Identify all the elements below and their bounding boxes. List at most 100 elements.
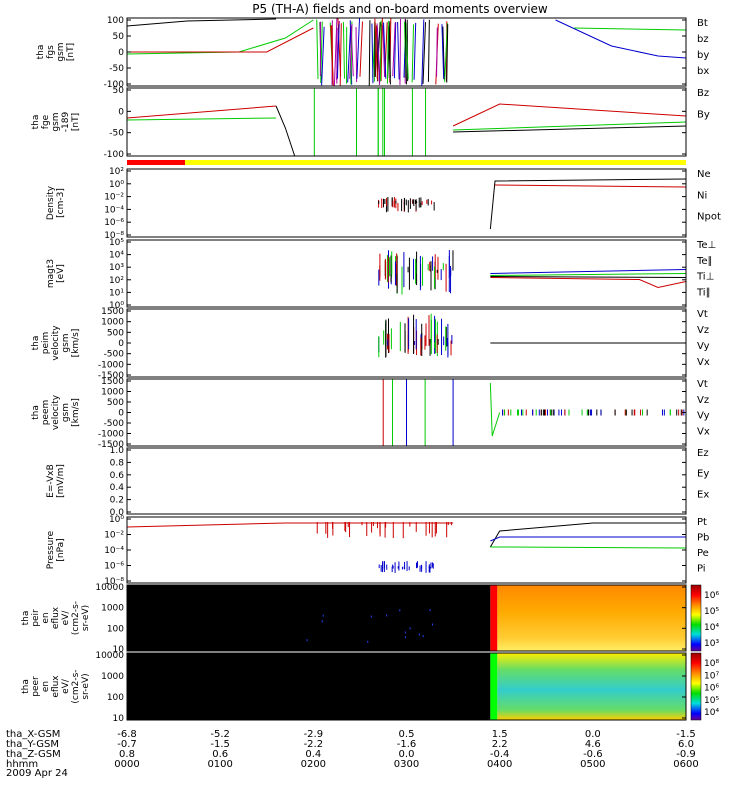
y-axis-label: (cm2-s- <box>71 669 81 703</box>
y-tick-label: 1000 <box>101 604 124 614</box>
y-tick-label: 10⁻² <box>104 193 124 203</box>
panel-frame <box>126 168 687 238</box>
y-tick-label: -100 <box>104 80 125 90</box>
y-tick-label: 10³ <box>109 263 124 273</box>
x-axis-value: 0600 <box>673 759 698 770</box>
y-axis-label: eV/ <box>61 678 71 694</box>
colorbar-tick-label: 10⁵ <box>704 607 719 617</box>
y-tick-label: 1000 <box>101 672 124 682</box>
trace-burst <box>422 22 426 84</box>
y-tick-label: 10000 <box>95 583 124 593</box>
panel-background <box>127 88 686 156</box>
trace-ti-perp <box>490 269 687 274</box>
colorbar-tick-label: 10⁵ <box>704 696 719 706</box>
x-axis-value: -6.8 <box>117 729 137 740</box>
trace-burst <box>321 26 325 86</box>
colorbar <box>690 584 702 652</box>
legend-entry: Ez <box>697 448 709 459</box>
colorbar <box>690 652 702 721</box>
y-axis-label: -189 <box>61 112 71 133</box>
spectrogram-ion-dot <box>431 623 433 626</box>
trace-ne <box>495 184 687 188</box>
x-axis-value: -0.9 <box>676 749 696 760</box>
legend-entry: Npot <box>697 212 721 223</box>
y-tick-label: 0 <box>118 409 124 419</box>
trace-burst <box>339 23 342 86</box>
trace-burst <box>413 22 417 80</box>
trace-bx <box>555 19 687 59</box>
y-axis-label: E=-VxB <box>46 464 56 498</box>
panel-background <box>127 448 686 514</box>
y-axis-label: eV/ <box>61 610 71 626</box>
x-axis-value: 0.6 <box>212 749 228 760</box>
trace-burst <box>404 19 407 85</box>
colorbar-tick-label: 10⁷ <box>704 671 719 681</box>
trace-pe <box>490 546 687 549</box>
y-tick-label: 10⁻⁶ <box>104 218 124 228</box>
legend-entry: Te∥ <box>696 256 713 267</box>
x-axis-value: 4.6 <box>585 739 601 750</box>
y-tick-label: 10⁵ <box>109 238 124 248</box>
y-tick-label: 100 <box>107 16 124 26</box>
trace-burst <box>316 19 319 80</box>
trace-burst <box>336 24 340 79</box>
trace-burst <box>359 21 363 77</box>
trace-burst <box>349 23 353 79</box>
panel-background <box>127 517 686 583</box>
y-tick-label: 100 <box>107 624 124 634</box>
x-axis-value: 0000 <box>114 759 139 770</box>
trace-burst <box>393 22 397 79</box>
x-axis-row-label: hhmm <box>6 759 38 770</box>
panel-density: 10² 10⁰ 10⁻² 10⁻⁴ 10⁻⁶ 10⁻⁸ Density [cm-3] Ne Ni N… <box>46 167 721 241</box>
y-tick-label: 0 <box>118 48 124 58</box>
spectrogram-ion-dot <box>321 620 323 623</box>
panel-frame <box>126 652 687 721</box>
trace-burst <box>442 26 445 80</box>
y-tick-label: 10¹ <box>109 288 124 298</box>
legend-entry: bz <box>697 34 709 45</box>
y-axis-label: tha <box>31 336 41 351</box>
panel-peir: 10⁶ 10⁵ 10⁴ 10³ 10000 1000 100 10 tha peir en eflux… <box>21 583 719 655</box>
y-tick-label: 0.0 <box>110 508 125 518</box>
y-tick-label: 10⁰ <box>109 180 124 190</box>
x-axis-row-label: tha_Y-GSM <box>6 739 59 750</box>
x-axis-labels: tha_X-GSM -6.8 -5.2 -2.9 0.5 1.5 0.0 -1.5 tha_Y-… <box>6 729 699 770</box>
trace-by-late <box>453 121 687 131</box>
x-axis-value: -1.5 <box>210 739 230 750</box>
y-axis-label: [nT] <box>71 113 81 131</box>
spectrogram-ion-dot <box>306 639 308 642</box>
y-tick-label: -1000 <box>98 360 124 370</box>
y-tick-label: 10⁻⁶ <box>104 562 124 572</box>
y-axis-label: gsm <box>51 112 61 131</box>
y-axis-label: Pressure <box>46 530 56 569</box>
legend-entry: Ne <box>697 169 711 180</box>
trace-burst <box>347 27 352 83</box>
y-axis-label: magt3 <box>46 259 56 288</box>
trace-ti-par <box>490 273 687 276</box>
legend-entry: Vy <box>697 411 710 422</box>
y-axis-label: peim <box>41 332 51 355</box>
spectrogram-quiet-region <box>127 653 491 720</box>
y-axis-label: sr-eV) <box>81 605 91 631</box>
trace-by <box>126 19 314 55</box>
spectrogram-ion-dot <box>422 635 424 638</box>
spectrogram-ion-dot <box>409 627 411 630</box>
spectrogram-ion-dot <box>418 633 420 636</box>
y-tick-label: 10⁴ <box>109 251 124 261</box>
y-tick-label: 0.4 <box>110 483 125 493</box>
trace-burst <box>399 18 402 85</box>
legend-entry: Vz <box>697 395 709 406</box>
spectrogram-ion-dot <box>386 614 388 617</box>
x-axis-value: 0.5 <box>399 729 415 740</box>
spectrogram-ion-dot <box>404 631 406 634</box>
trace-burst <box>333 18 338 86</box>
trace-pi <box>490 536 686 542</box>
trace-burst <box>380 18 383 82</box>
y-axis-label: [km/s] <box>71 398 81 427</box>
trace-bz <box>126 105 277 119</box>
legend-entry: Pt <box>697 517 707 528</box>
legend-entry: Vy <box>697 341 710 352</box>
